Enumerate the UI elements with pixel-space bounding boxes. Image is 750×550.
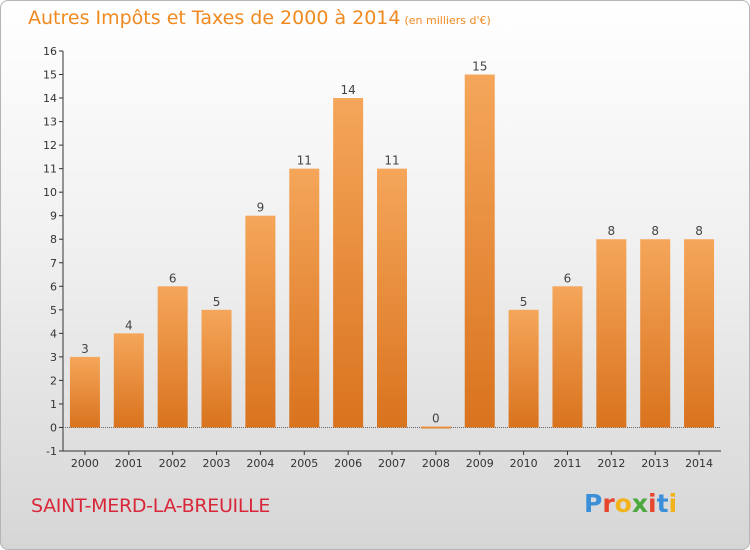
- y-tick-label: 11: [43, 163, 57, 176]
- data-label-2010: 5: [520, 295, 528, 309]
- brand-letter: t: [656, 489, 669, 518]
- y-tick-label: 14: [43, 92, 57, 105]
- chart-subtitle: (en milliers d'€): [404, 14, 491, 27]
- x-tick-label: 2010: [510, 457, 538, 470]
- brand-letter: r: [602, 489, 615, 518]
- bar-2014: [684, 239, 715, 428]
- bar-2007: [377, 168, 407, 428]
- bar-2011: [552, 286, 583, 428]
- y-tick-label: 15: [43, 69, 57, 82]
- data-label-2004: 9: [257, 201, 265, 215]
- y-tick-label: 2: [50, 374, 57, 387]
- bar-2001: [113, 333, 144, 428]
- data-label-2014: 8: [695, 224, 703, 238]
- y-tick-label: 12: [43, 139, 57, 152]
- data-label-2002: 6: [169, 271, 177, 285]
- brand-letter: P: [584, 489, 603, 518]
- x-tick-label: 2011: [553, 457, 581, 470]
- data-label-2012: 8: [608, 224, 616, 238]
- y-tick-label: 4: [50, 327, 57, 340]
- brand-letter: i: [648, 489, 657, 518]
- y-tick-label: 10: [43, 186, 57, 199]
- data-label-2001: 4: [125, 318, 133, 332]
- x-tick-label: 2004: [246, 457, 274, 470]
- chart-title-text: Autres Impôts et Taxes de 2000 à 2014: [28, 7, 401, 29]
- brand-letter: o: [614, 489, 632, 518]
- bar-2003: [201, 309, 232, 428]
- x-tick-label: 2013: [641, 457, 669, 470]
- y-tick-label: 5: [50, 304, 57, 317]
- bar-2012: [596, 239, 627, 428]
- brand-letter: i: [668, 489, 678, 518]
- data-label-2005: 11: [297, 154, 312, 168]
- y-tick-label: 0: [50, 421, 57, 434]
- y-tick-label: -1: [46, 445, 57, 458]
- bar-2000: [69, 356, 100, 428]
- chart-title: Autres Impôts et Taxes de 2000 à 2014 (en…: [28, 7, 491, 29]
- bar-2009: [464, 74, 495, 428]
- data-label-2006: 14: [340, 83, 355, 97]
- x-tick-label: 2005: [290, 457, 318, 470]
- brand-letter: x: [631, 489, 648, 518]
- x-tick-label: 2001: [115, 457, 143, 470]
- bar-2005: [289, 168, 320, 428]
- data-label-2007: 11: [384, 154, 399, 168]
- y-tick-label: 9: [50, 210, 57, 223]
- bar-2008: [420, 426, 451, 429]
- x-tick-label: 2003: [203, 457, 231, 470]
- x-tick-label: 2002: [159, 457, 187, 470]
- y-tick-label: 3: [50, 351, 57, 364]
- x-tick-label: 2009: [466, 457, 494, 470]
- bar-2010: [508, 309, 539, 428]
- y-tick-label: 8: [50, 233, 57, 246]
- data-label-2009: 15: [472, 60, 487, 74]
- x-tick-label: 2012: [597, 457, 625, 470]
- bar-2004: [245, 215, 276, 428]
- y-tick-label: 7: [50, 257, 57, 270]
- x-tick-label: 2006: [334, 457, 362, 470]
- x-tick-label: 2000: [71, 457, 99, 470]
- data-label-2003: 5: [213, 295, 221, 309]
- x-tick-label: 2008: [422, 457, 450, 470]
- data-label-2011: 6: [564, 271, 572, 285]
- y-tick-label: 16: [43, 45, 57, 58]
- x-tick-label: 2007: [378, 457, 406, 470]
- y-tick-label: 6: [50, 280, 57, 293]
- data-label-2000: 3: [81, 342, 89, 356]
- x-tick-label: 2014: [685, 457, 713, 470]
- y-tick-label: 13: [43, 116, 57, 129]
- place-name: SAINT-MERD-LA-BREUILLE: [31, 495, 271, 517]
- brand-logo: Proxiti: [584, 489, 677, 518]
- bar-2013: [640, 239, 671, 428]
- data-label-2008: 0: [432, 411, 440, 425]
- bar-2006: [333, 98, 364, 428]
- bar-2002: [157, 286, 188, 428]
- data-label-2013: 8: [651, 224, 659, 238]
- y-tick-label: 1: [50, 398, 57, 411]
